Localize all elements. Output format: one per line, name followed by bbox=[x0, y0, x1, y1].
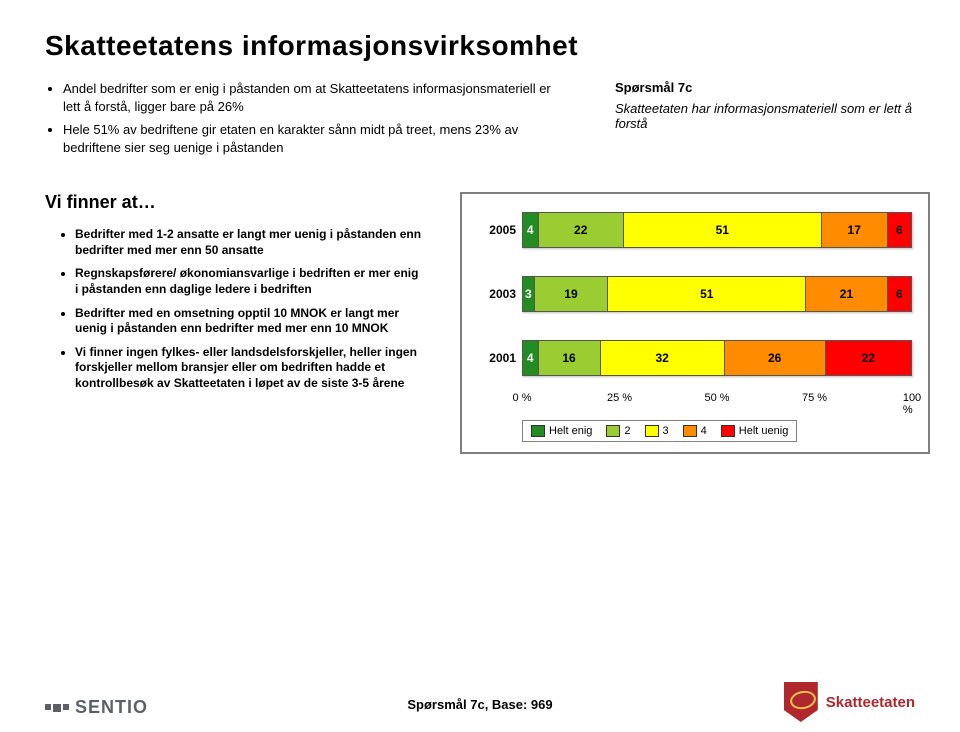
findings-item: Bedrifter med 1-2 ansatte er langt mer u… bbox=[75, 227, 425, 258]
findings-item: Regnskapsførere/ økonomiansvarlige i bed… bbox=[75, 266, 425, 297]
main-bullets: Andel bedrifter som er enig i påstanden … bbox=[45, 80, 565, 162]
x-tick: 75 % bbox=[802, 392, 827, 404]
question-text: Skatteetaten har informasjonsmateriell s… bbox=[615, 101, 915, 131]
bar-segment: 32 bbox=[601, 341, 725, 375]
year-label: 2003 bbox=[478, 287, 522, 301]
question-box: Spørsmål 7c Skatteetaten har informasjon… bbox=[615, 80, 915, 162]
bar-segment: 26 bbox=[725, 341, 826, 375]
x-tick: 100 % bbox=[903, 392, 921, 416]
bar-segment: 4 bbox=[523, 213, 539, 247]
skatteetaten-text: Skatteetaten bbox=[826, 694, 915, 711]
x-tick: 50 % bbox=[704, 392, 729, 404]
lower-section: Vi finner at… Bedrifter med 1-2 ansatte … bbox=[45, 192, 915, 454]
shield-icon bbox=[784, 682, 818, 722]
legend-item: 3 bbox=[645, 425, 669, 437]
slide: Skatteetatens informasjonsvirksomhet And… bbox=[0, 0, 960, 732]
bar-segment: 6 bbox=[888, 277, 911, 311]
legend-item: Helt enig bbox=[531, 425, 592, 437]
stacked-bar-chart: 20054225117620033195121620014163226220 %… bbox=[460, 192, 930, 454]
findings-heading: Vi finner at… bbox=[45, 192, 425, 213]
main-bullet: Andel bedrifter som er enig i påstanden … bbox=[63, 80, 565, 115]
bar-segment: 51 bbox=[624, 213, 822, 247]
legend-swatch bbox=[721, 425, 735, 437]
legend-item: Helt uenig bbox=[721, 425, 789, 437]
bar-segment: 3 bbox=[523, 277, 535, 311]
chart-area: 20054225117620033195121620014163226220 %… bbox=[460, 192, 915, 454]
stacked-bar: 31951216 bbox=[522, 276, 912, 312]
bar-segment: 16 bbox=[539, 341, 601, 375]
x-axis: 0 %25 %50 %75 %100 % bbox=[522, 392, 912, 410]
legend-swatch bbox=[645, 425, 659, 437]
findings-item: Vi finner ingen fylkes- eller landsdelsf… bbox=[75, 345, 425, 392]
footer-text: Spørsmål 7c, Base: 969 bbox=[407, 697, 552, 712]
stacked-bar: 416322622 bbox=[522, 340, 912, 376]
bar-segment: 51 bbox=[608, 277, 806, 311]
year-label: 2001 bbox=[478, 351, 522, 365]
findings-item: Bedrifter med en omsetning opptil 10 MNO… bbox=[75, 306, 425, 337]
main-bullet: Hele 51% av bedriftene gir etaten en kar… bbox=[63, 121, 565, 156]
bar-segment: 6 bbox=[888, 213, 911, 247]
legend-swatch bbox=[683, 425, 697, 437]
chart-row: 2001416322622 bbox=[478, 340, 912, 376]
legend-swatch bbox=[606, 425, 620, 437]
page-title: Skatteetatens informasjonsvirksomhet bbox=[45, 30, 915, 62]
chart-row: 200331951216 bbox=[478, 276, 912, 312]
legend-swatch bbox=[531, 425, 545, 437]
question-label: Spørsmål 7c bbox=[615, 80, 915, 95]
chart-row: 200542251176 bbox=[478, 212, 912, 248]
chart-legend: Helt enig 2 3 4 Helt uenig bbox=[522, 420, 797, 442]
x-tick: 0 % bbox=[513, 392, 532, 404]
bar-segment: 19 bbox=[535, 277, 609, 311]
bar-segment: 4 bbox=[523, 341, 539, 375]
x-tick: 25 % bbox=[607, 392, 632, 404]
stacked-bar: 42251176 bbox=[522, 212, 912, 248]
legend-item: 2 bbox=[606, 425, 630, 437]
bar-segment: 22 bbox=[539, 213, 624, 247]
legend-item: 4 bbox=[683, 425, 707, 437]
findings: Vi finner at… Bedrifter med 1-2 ansatte … bbox=[45, 192, 425, 454]
bar-segment: 21 bbox=[806, 277, 887, 311]
skatteetaten-logo: Skatteetaten bbox=[784, 682, 915, 722]
bar-segment: 17 bbox=[822, 213, 888, 247]
bar-segment: 22 bbox=[826, 341, 911, 375]
top-section: Andel bedrifter som er enig i påstanden … bbox=[45, 80, 915, 162]
year-label: 2005 bbox=[478, 223, 522, 237]
